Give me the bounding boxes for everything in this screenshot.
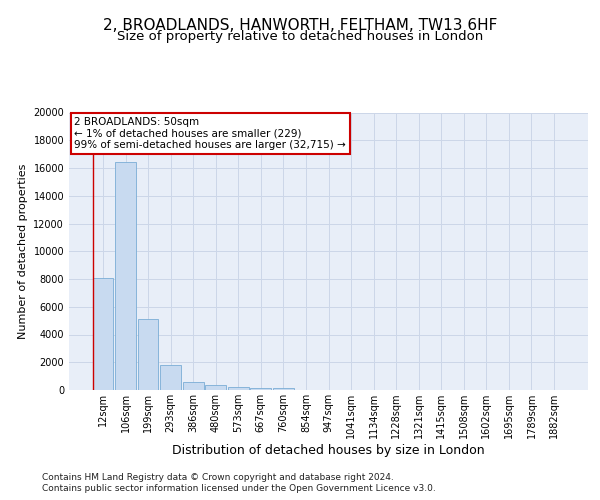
Y-axis label: Number of detached properties: Number of detached properties <box>18 164 28 339</box>
Text: 2, BROADLANDS, HANWORTH, FELTHAM, TW13 6HF: 2, BROADLANDS, HANWORTH, FELTHAM, TW13 6… <box>103 18 497 32</box>
X-axis label: Distribution of detached houses by size in London: Distribution of detached houses by size … <box>172 444 485 457</box>
Bar <box>228 387 248 390</box>
Bar <box>273 388 294 390</box>
Bar <box>160 365 181 390</box>
Text: Contains HM Land Registry data © Crown copyright and database right 2024.: Contains HM Land Registry data © Crown c… <box>42 472 394 482</box>
Bar <box>205 385 226 390</box>
Bar <box>92 278 113 390</box>
Bar <box>250 388 271 390</box>
Text: Contains public sector information licensed under the Open Government Licence v3: Contains public sector information licen… <box>42 484 436 493</box>
Bar <box>115 162 136 390</box>
Text: 2 BROADLANDS: 50sqm
← 1% of detached houses are smaller (229)
99% of semi-detach: 2 BROADLANDS: 50sqm ← 1% of detached hou… <box>74 116 346 150</box>
Bar <box>137 319 158 390</box>
Bar <box>183 382 203 390</box>
Text: Size of property relative to detached houses in London: Size of property relative to detached ho… <box>117 30 483 43</box>
